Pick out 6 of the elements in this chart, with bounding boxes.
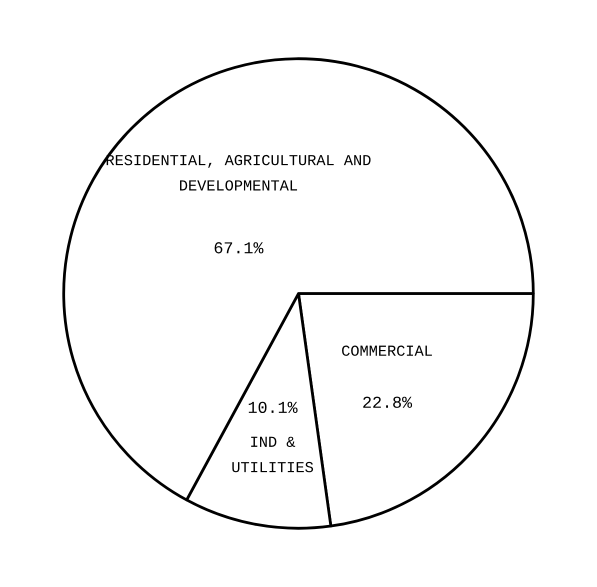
slice-label: COMMERCIAL [342,346,432,356]
data-label: 22.8% [363,396,412,408]
slice-label: RESIDENTIAL, AGRICULTURAL AND DEVELOPMENTAL [106,154,371,191]
data-label: 10.1% [248,402,298,414]
slice-label: IND & UTILITIES [232,436,314,472]
data-label: 67.1% [214,242,264,254]
